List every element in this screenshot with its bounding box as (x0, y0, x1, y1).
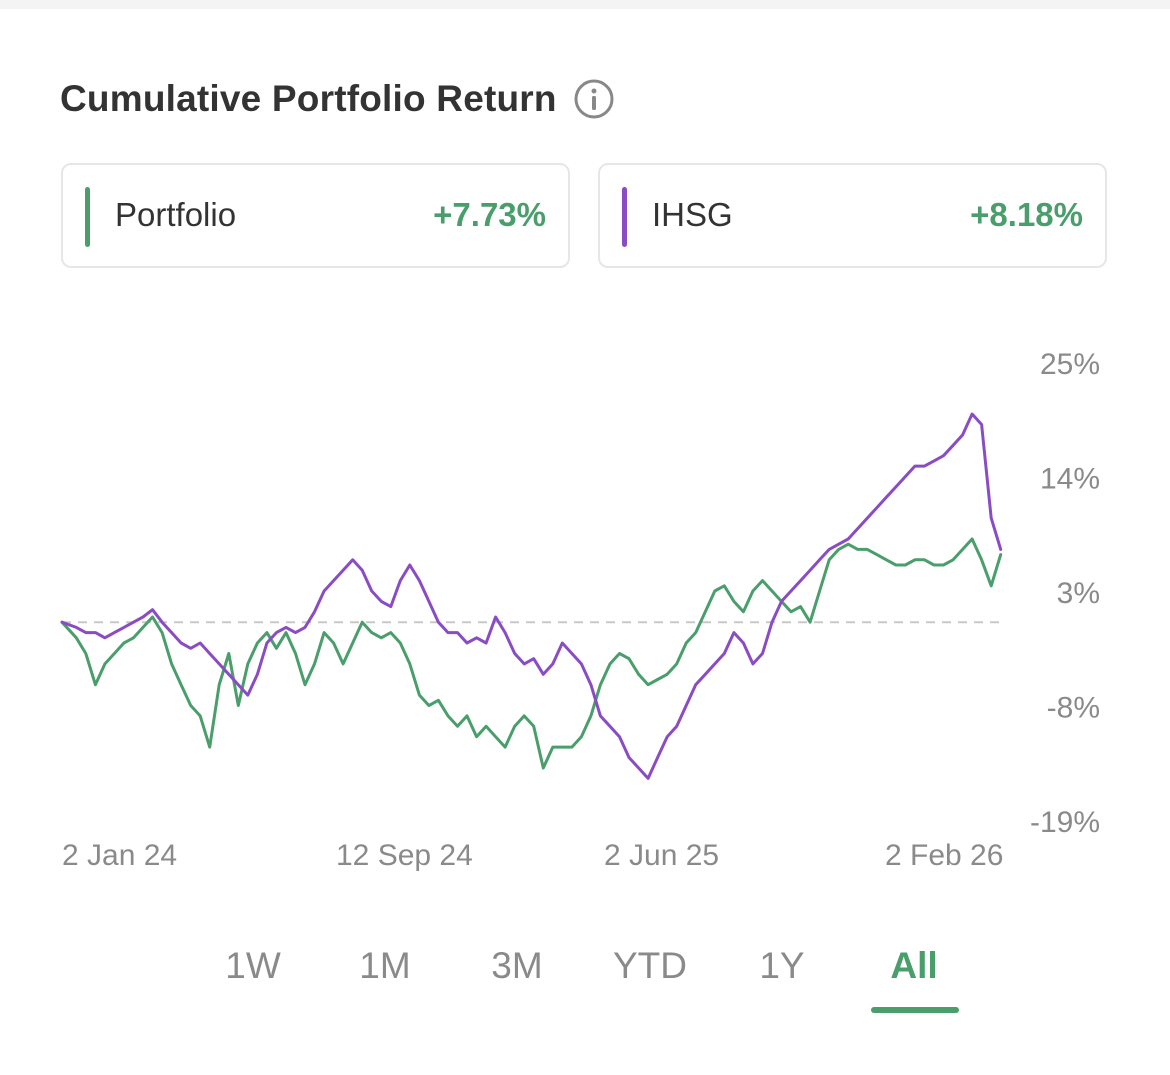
legend-card-portfolio[interactable]: Portfolio +7.73% (61, 163, 570, 268)
legend-label-portfolio: Portfolio (115, 196, 237, 233)
tab-all[interactable]: All (890, 945, 938, 986)
tab-1w[interactable]: 1W (225, 945, 281, 986)
time-range-tabs: 1W 1M 3M YTD 1Y All (0, 945, 1170, 1025)
tab-1m[interactable]: 1M (359, 945, 411, 986)
y-tick-label: 14% (1040, 463, 1100, 496)
tab-3m[interactable]: 3M (491, 945, 543, 986)
series-line-portfolio (60, 537, 1003, 770)
x-tick-label: 2 Feb 26 (885, 839, 1003, 872)
x-tick-label: 2 Jun 25 (604, 839, 719, 872)
y-tick-label: -8% (1047, 692, 1100, 725)
ihsg-color-swatch (622, 187, 627, 247)
x-tick-label: 12 Sep 24 (336, 839, 473, 872)
x-tick-label: 2 Jan 24 (62, 839, 177, 872)
legend-card-ihsg[interactable]: IHSG +8.18% (598, 163, 1107, 268)
info-icon[interactable] (573, 78, 615, 120)
series-line-ihsg (60, 412, 1003, 780)
legend-value-portfolio: +7.73% (433, 196, 546, 233)
y-tick-label: 25% (1040, 348, 1100, 381)
tab-ytd[interactable]: YTD (613, 945, 687, 986)
chart-title: Cumulative Portfolio Return (60, 78, 557, 119)
chart-header: Cumulative Portfolio Return (60, 74, 615, 124)
legend-label-ihsg: IHSG (652, 196, 733, 233)
y-tick-label: 3% (1057, 577, 1100, 610)
top-divider (0, 0, 1170, 9)
legend-value-ihsg: +8.18% (970, 196, 1083, 233)
y-tick-label: -19% (1030, 806, 1100, 839)
tab-1y[interactable]: 1Y (759, 945, 805, 986)
active-tab-indicator (871, 1007, 959, 1013)
line-chart: 25% 14% 3% -8% -19% 2 Jan 24 12 Sep 24 2 Jun 25… (60, 348, 1100, 872)
portfolio-color-swatch (85, 187, 90, 247)
